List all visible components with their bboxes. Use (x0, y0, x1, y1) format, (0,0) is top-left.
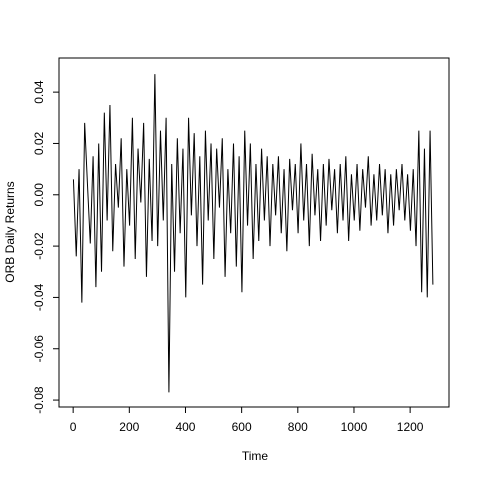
y-tick-label: 0.00 (32, 183, 46, 207)
y-axis-label: ORB Daily Returns (3, 181, 17, 282)
x-tick-label: 0 (70, 420, 77, 434)
plot-box (58, 57, 450, 408)
y-tick-label: 0.04 (32, 80, 46, 104)
x-tick-label: 1000 (341, 420, 368, 434)
y-tick-label: -0.06 (32, 335, 46, 363)
x-tick-label: 600 (232, 420, 252, 434)
series-line (72, 74, 434, 393)
x-tick-label: 800 (288, 420, 308, 434)
x-tick-label: 200 (119, 420, 139, 434)
y-tick-label: -0.08 (32, 386, 46, 414)
x-tick-label: 1200 (397, 420, 424, 434)
x-tick-label: 400 (175, 420, 195, 434)
x-axis-label: Time (242, 449, 269, 463)
y-tick-label: 0.02 (32, 131, 46, 155)
y-tick-label: -0.02 (32, 232, 46, 260)
y-tick-label: -0.04 (32, 283, 46, 311)
